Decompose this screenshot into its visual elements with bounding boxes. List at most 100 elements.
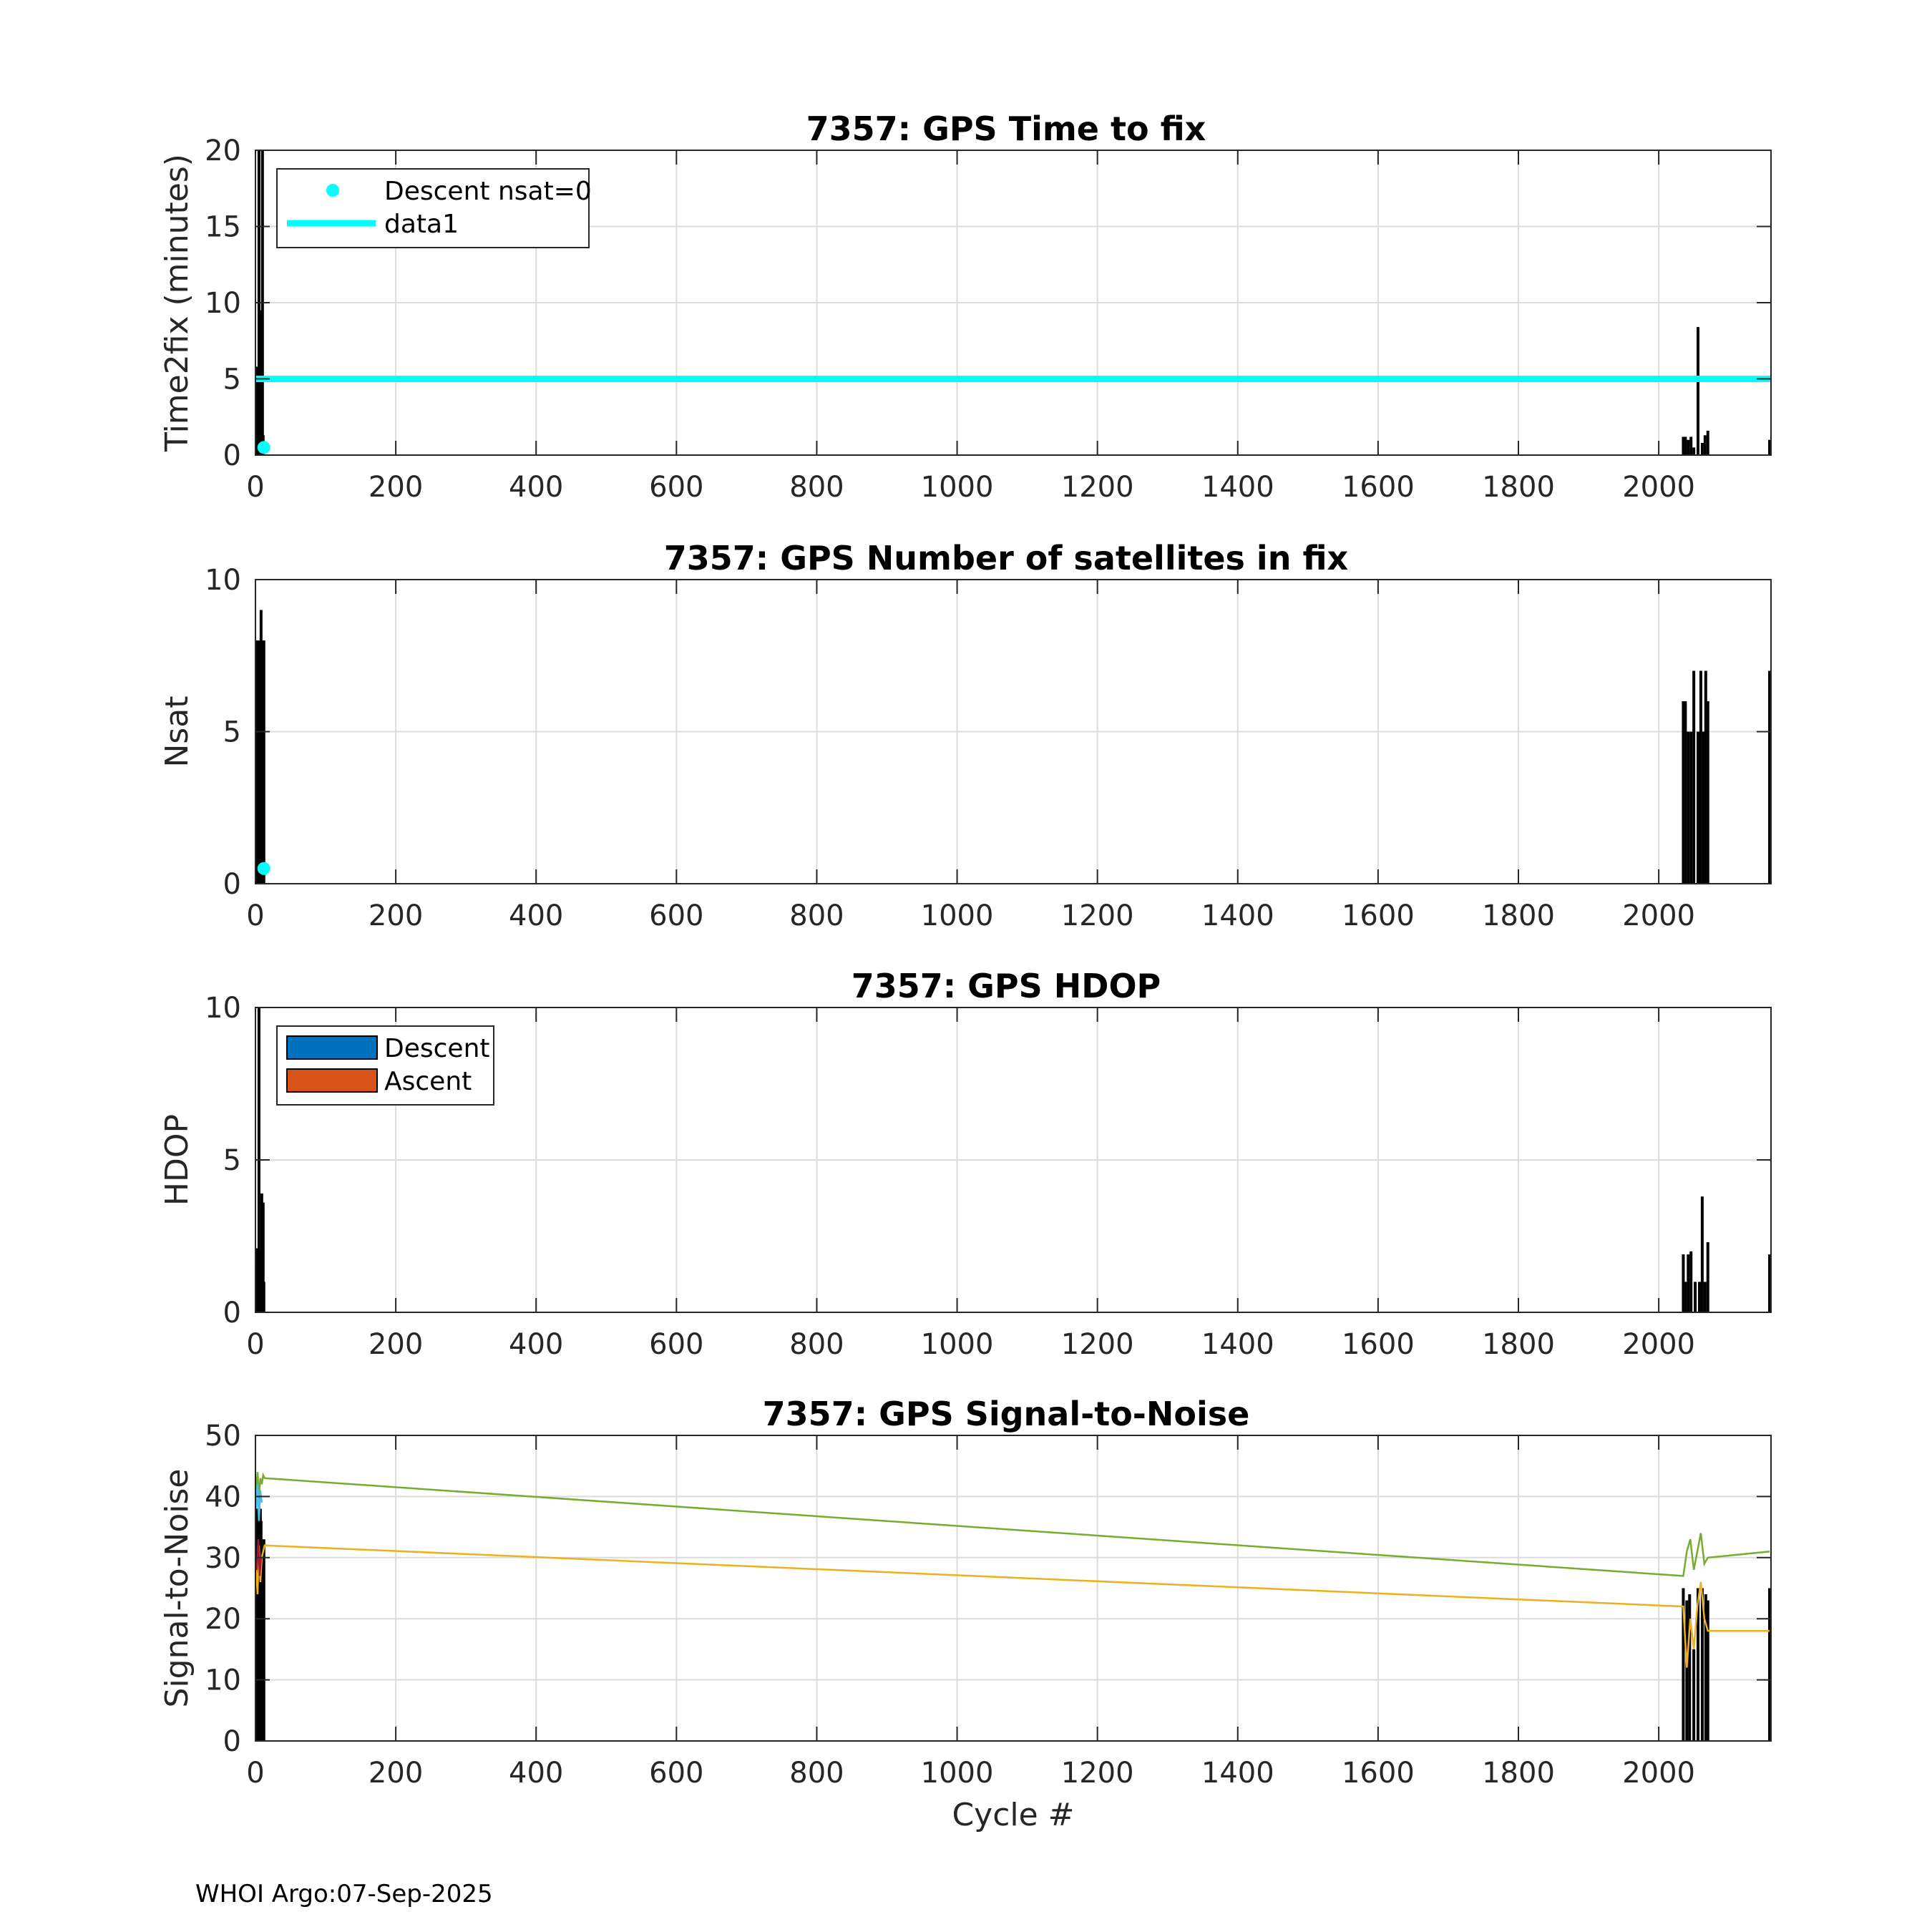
bar bbox=[1692, 447, 1696, 455]
x-tick-label: 2000 bbox=[1622, 1328, 1695, 1361]
x-tick-label: 200 bbox=[369, 1757, 423, 1790]
x-tick-label: 1000 bbox=[921, 1757, 994, 1790]
legend-patch-icon bbox=[286, 1068, 378, 1093]
chart-title: 7357: GPS HDOP bbox=[852, 967, 1161, 1005]
x-tick-label: 800 bbox=[789, 1328, 844, 1361]
time-to-fix-panel: 0 200 400 600 800 1000 1200 1400 1600 1800 2000 0 5 1… bbox=[159, 109, 1772, 504]
x-tick-label: 0 bbox=[246, 1757, 264, 1790]
bar bbox=[1687, 1254, 1690, 1312]
x-tick-label: 800 bbox=[789, 899, 844, 932]
x-tick-label: 400 bbox=[509, 899, 563, 932]
x-tick-label: 1600 bbox=[1342, 1757, 1415, 1790]
x-tick-label: 600 bbox=[649, 899, 703, 932]
bar bbox=[1692, 670, 1696, 884]
legend-label: Descent nsat=0 bbox=[384, 177, 592, 206]
bar bbox=[1768, 1588, 1772, 1741]
bar bbox=[1704, 670, 1707, 884]
bar bbox=[1697, 731, 1700, 884]
bar bbox=[262, 640, 265, 884]
bar bbox=[1706, 1600, 1709, 1741]
y-tick-label: 20 bbox=[205, 135, 241, 167]
x-tick-label: 400 bbox=[509, 1328, 563, 1361]
bar bbox=[1768, 439, 1772, 455]
y-axis-label: Nsat bbox=[159, 696, 195, 767]
x-tick-label: 1800 bbox=[1482, 471, 1555, 504]
nsat-panel: 0 200 400 600 800 1000 1200 1400 1600 1800 2000 0 5 1… bbox=[159, 539, 1772, 932]
x-tick-label: 200 bbox=[369, 1328, 423, 1361]
bar bbox=[1768, 1254, 1772, 1312]
x-tick-label: 1800 bbox=[1482, 1328, 1555, 1361]
x-tick-label: 1200 bbox=[1061, 1757, 1134, 1790]
bar bbox=[1700, 442, 1704, 455]
bar bbox=[1697, 327, 1700, 455]
x-tick-label: 1400 bbox=[1201, 899, 1274, 932]
bar bbox=[1682, 1588, 1685, 1741]
y-tick-label: 20 bbox=[205, 1603, 241, 1636]
x-tick-label: 0 bbox=[246, 471, 264, 504]
y-tick-label: 15 bbox=[205, 211, 241, 244]
legend-box bbox=[276, 168, 590, 248]
bar bbox=[1689, 436, 1693, 455]
bar bbox=[1687, 731, 1690, 884]
footer-credit: WHOI Argo:07-Sep-2025 bbox=[195, 1880, 493, 1908]
chart-title: 7357: GPS Signal-to-Noise bbox=[763, 1395, 1250, 1433]
series-line-max bbox=[255, 1472, 1770, 1577]
x-tick-label: 2000 bbox=[1622, 899, 1695, 932]
x-tick-label: 0 bbox=[246, 899, 264, 932]
bar bbox=[1700, 1196, 1704, 1312]
x-tick-label: 800 bbox=[789, 471, 844, 504]
y-tick-label: 0 bbox=[223, 868, 241, 901]
y-tick-label: 10 bbox=[205, 992, 241, 1025]
scatter-point bbox=[257, 441, 270, 454]
bar bbox=[1682, 436, 1685, 455]
y-tick-label: 0 bbox=[223, 1725, 241, 1758]
bar bbox=[1697, 1588, 1700, 1741]
bar bbox=[1697, 1282, 1701, 1312]
x-tick-label: 1800 bbox=[1482, 1757, 1555, 1790]
x-tick-label: 1200 bbox=[1061, 899, 1134, 932]
plot-area bbox=[255, 1435, 1771, 1741]
bar bbox=[1706, 1242, 1709, 1312]
y-tick-label: 5 bbox=[223, 364, 241, 396]
bar bbox=[1682, 1254, 1685, 1312]
bar bbox=[1688, 1594, 1692, 1741]
y-tick-label: 5 bbox=[223, 716, 241, 749]
bar bbox=[1699, 670, 1702, 884]
legend-label: data1 bbox=[384, 210, 459, 239]
y-tick-label: 30 bbox=[205, 1542, 241, 1575]
bar bbox=[1706, 701, 1709, 884]
bar bbox=[1702, 731, 1705, 884]
y-tick-label: 40 bbox=[205, 1480, 241, 1513]
x-tick-label: 200 bbox=[369, 899, 423, 932]
legend-label: Ascent bbox=[384, 1067, 472, 1096]
y-axis-label: Signal-to-Noise bbox=[159, 1469, 195, 1708]
legend-marker-icon bbox=[326, 184, 339, 197]
scatter-point bbox=[257, 862, 270, 875]
hdop-panel: 0 200 400 600 800 1000 1200 1400 1600 1800 2000 0 5 1… bbox=[159, 967, 1772, 1361]
bar bbox=[1682, 701, 1685, 884]
y-tick-label: 10 bbox=[205, 1664, 241, 1697]
y-tick-label: 0 bbox=[223, 439, 241, 472]
x-tick-label: 1400 bbox=[1201, 471, 1274, 504]
bar bbox=[1689, 731, 1693, 884]
bar bbox=[1687, 439, 1690, 455]
bar bbox=[1684, 1282, 1687, 1312]
bar bbox=[1684, 701, 1687, 884]
y-tick-label: 10 bbox=[205, 287, 241, 320]
bar bbox=[1768, 670, 1772, 884]
bar bbox=[1685, 1600, 1689, 1741]
x-tick-label: 400 bbox=[509, 1757, 563, 1790]
y-tick-label: 50 bbox=[205, 1420, 241, 1453]
bar bbox=[262, 1539, 265, 1741]
bar bbox=[1703, 1282, 1707, 1312]
x-tick-label: 1200 bbox=[1061, 471, 1134, 504]
x-tick-label: 2000 bbox=[1622, 1757, 1695, 1790]
chart-title: 7357: GPS Time to fix bbox=[806, 109, 1206, 148]
x-tick-label: 1400 bbox=[1201, 1328, 1274, 1361]
legend-label: Descent bbox=[384, 1034, 490, 1063]
series-line-descent bbox=[255, 1484, 263, 1521]
x-tick-label: 1400 bbox=[1201, 1757, 1274, 1790]
bar bbox=[1700, 1588, 1704, 1741]
x-tick-label: 400 bbox=[509, 471, 563, 504]
